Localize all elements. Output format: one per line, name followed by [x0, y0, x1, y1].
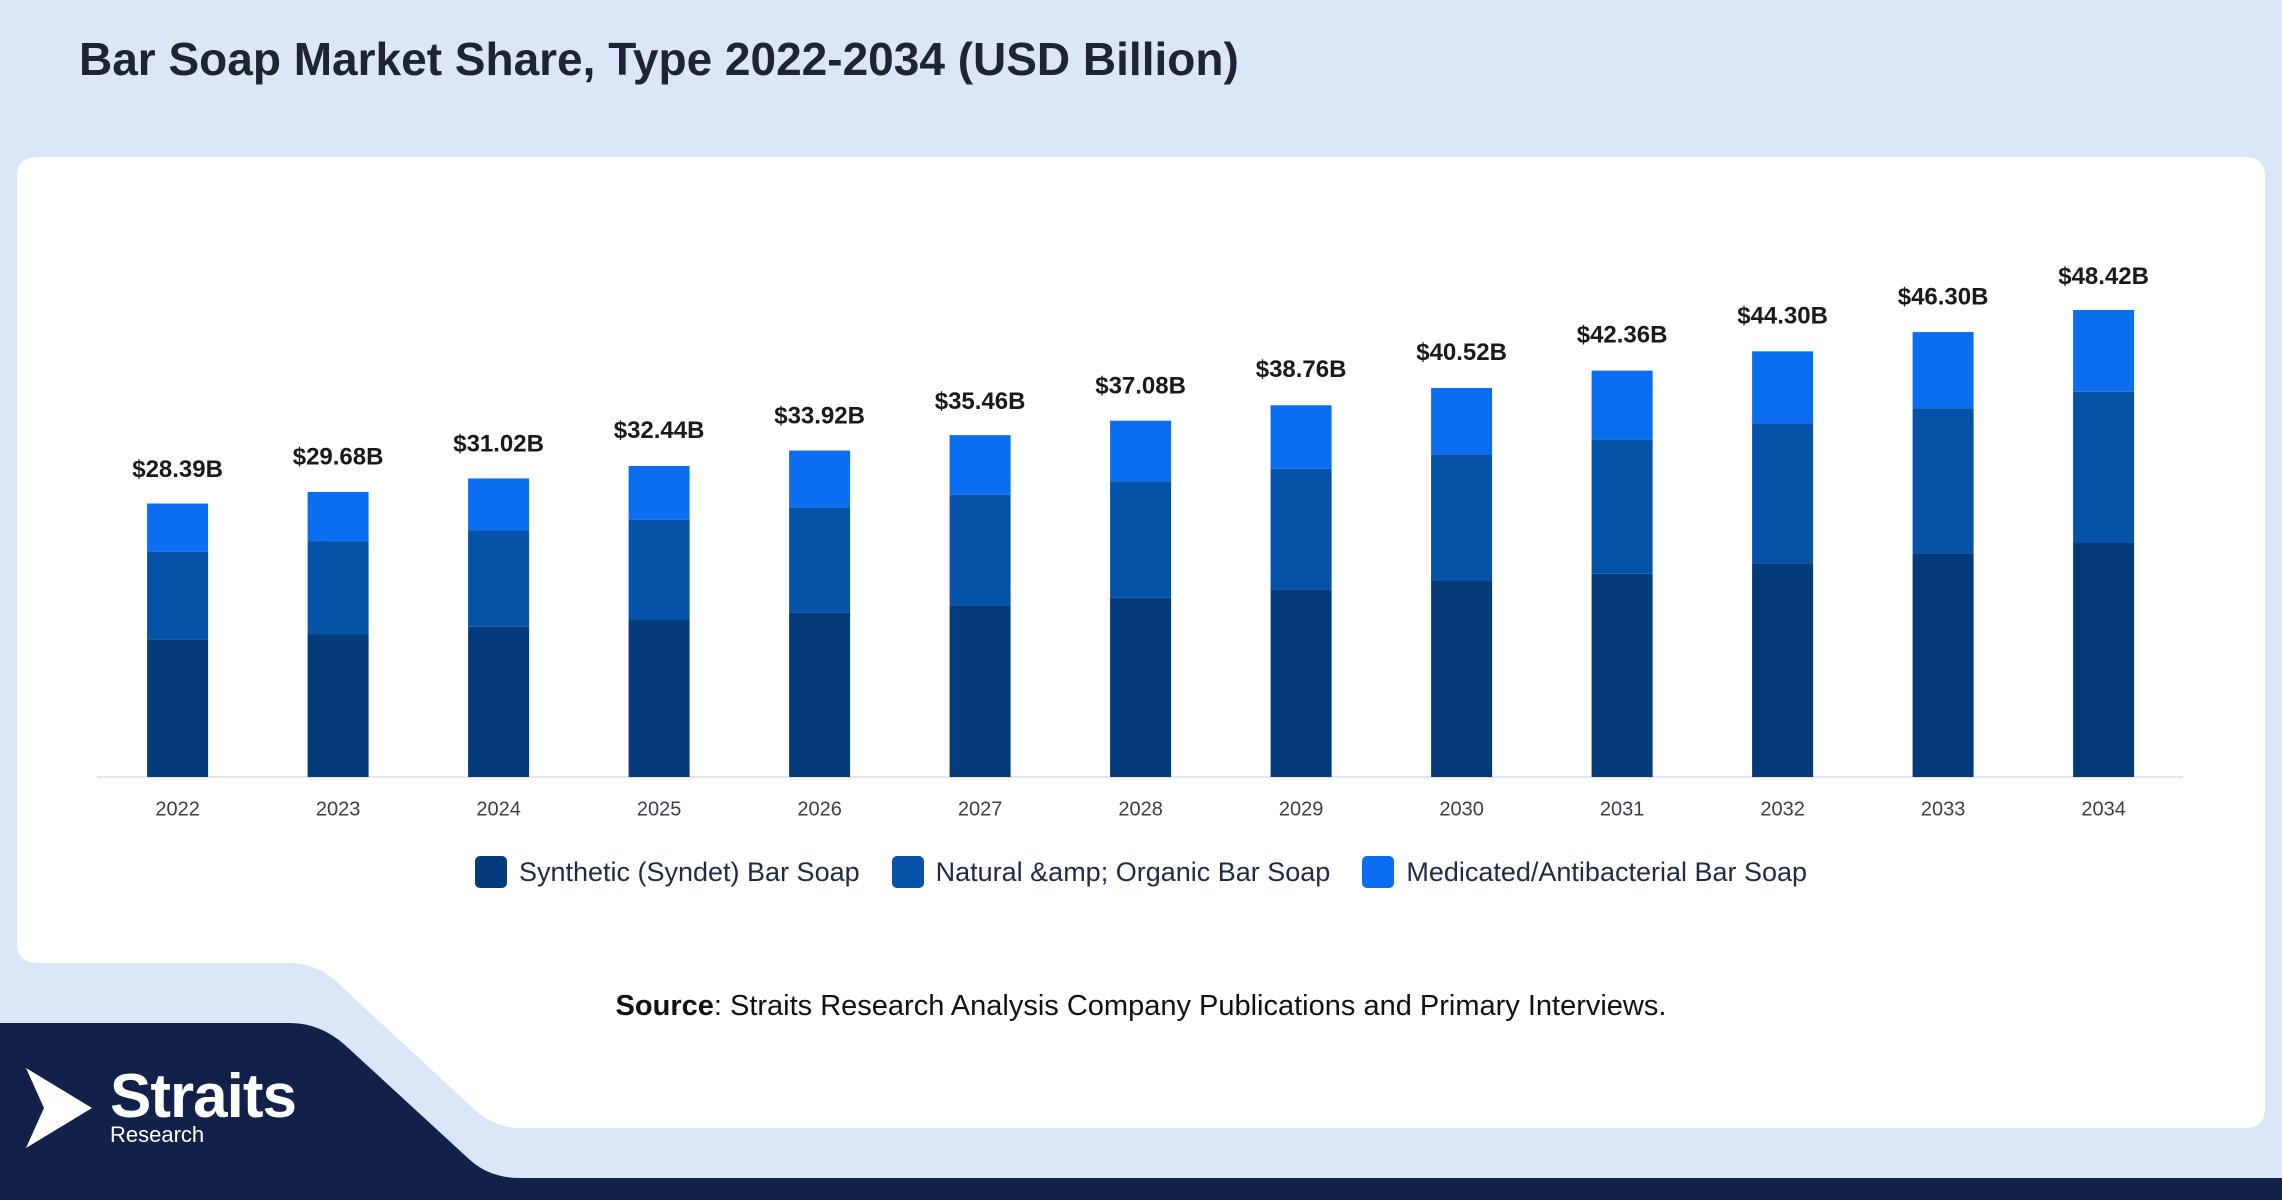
bar-segment — [1110, 481, 1172, 598]
total-label: $37.08B — [1095, 372, 1186, 399]
legend-swatch — [1362, 856, 1395, 888]
legend: Synthetic (Syndet) Bar Soap Natural &amp;… — [0, 856, 2282, 888]
total-label: $38.76B — [1256, 356, 1347, 383]
bar-segment — [1912, 553, 1974, 777]
bar-segment — [789, 612, 851, 777]
total-label: $35.46B — [935, 388, 1026, 415]
bar-segment — [1431, 454, 1493, 581]
total-label: $31.02B — [453, 431, 544, 458]
legend-item: Medicated/Antibacterial Bar Soap — [1362, 856, 1807, 888]
bar-segment — [2073, 309, 2135, 392]
bar-segment — [949, 494, 1011, 606]
legend-label: Natural &amp; Organic Bar Soap — [935, 856, 1331, 887]
bar-segment — [628, 620, 690, 777]
bar-segment — [307, 491, 369, 542]
x-tick-label: 2031 — [1600, 798, 1645, 820]
bar-segment — [468, 530, 530, 627]
bar-segment — [1270, 468, 1332, 590]
logo-tagline: Research — [110, 1122, 205, 1147]
bar-segment — [468, 626, 530, 777]
legend-swatch — [891, 856, 924, 888]
total-label: $32.44B — [614, 417, 705, 444]
legend-item: Natural &amp; Organic Bar Soap — [891, 856, 1331, 888]
bar-segment — [949, 435, 1011, 495]
bar-segment — [2073, 391, 2135, 543]
x-tick-label: 2029 — [1279, 798, 1324, 820]
total-label: $42.36B — [1577, 321, 1668, 348]
bar-segment — [147, 551, 209, 640]
x-tick-label: 2023 — [316, 798, 361, 820]
logo: Straits Research — [110, 1062, 297, 1148]
total-label: $28.39B — [132, 456, 223, 483]
bar-segment — [1110, 420, 1172, 482]
x-tick-label: 2024 — [476, 798, 521, 820]
chart-title: Bar Soap Market Share, Type 2022-2034 (U… — [79, 33, 1239, 85]
bar-segment — [1591, 573, 1653, 777]
bar-segment — [1270, 405, 1332, 469]
x-tick-label: 2028 — [1118, 798, 1163, 820]
x-tick-label: 2022 — [155, 798, 200, 820]
source-label: Source — [615, 990, 714, 1022]
legend-swatch — [474, 856, 507, 888]
bar-segment — [1591, 370, 1653, 440]
total-label: $33.92B — [774, 403, 865, 430]
bar-segment — [628, 519, 690, 621]
footer-band — [0, 1023, 2282, 1200]
x-tick-label: 2033 — [1921, 798, 1966, 820]
bar-segment — [1912, 332, 1974, 409]
legend-label: Synthetic (Syndet) Bar Soap — [518, 856, 860, 887]
bar-segment — [628, 465, 690, 520]
bar-segment — [1431, 387, 1493, 455]
logo-icon — [26, 1068, 92, 1148]
bar-segment — [789, 450, 851, 508]
x-tick-label: 2032 — [1760, 798, 1805, 820]
bar-segment — [1431, 580, 1493, 777]
bar-segment — [2073, 542, 2135, 777]
x-tick-label: 2026 — [797, 798, 842, 820]
source: Source: Straits Research Analysis Compan… — [0, 990, 2282, 1023]
source-text: : Straits Research Analysis Company Publ… — [713, 990, 1667, 1022]
bar-segment — [307, 634, 369, 777]
bar-segment — [1912, 408, 1974, 554]
total-label: $40.52B — [1416, 339, 1507, 366]
bar-segment — [147, 639, 209, 777]
bar-segment — [1591, 439, 1653, 574]
plot: $28.39B 2022 $29.68B 2023 $31.02B 2024 $32.44B… — [97, 263, 2183, 820]
legend-item: Synthetic (Syndet) Bar Soap — [474, 856, 860, 888]
x-tick-label: 2030 — [1439, 798, 1484, 820]
bar-segment — [949, 605, 1011, 777]
bar-segment — [1752, 351, 1814, 424]
bar-segment — [468, 478, 530, 531]
logo-name: Straits — [110, 1062, 297, 1131]
bar-segment — [1752, 423, 1814, 564]
total-label: $48.42B — [2058, 263, 2149, 290]
bar-segment — [1270, 589, 1332, 777]
bar-segment — [789, 507, 851, 613]
bar-segment — [1752, 563, 1814, 777]
x-tick-label: 2034 — [2081, 798, 2126, 820]
legend-label: Medicated/Antibacterial Bar Soap — [1406, 856, 1808, 887]
bar-segment — [1110, 597, 1172, 777]
total-label: $29.68B — [293, 444, 384, 471]
bar-segment — [307, 541, 369, 635]
bar-segment — [147, 503, 209, 552]
total-label: $46.30B — [1898, 283, 1989, 310]
x-tick-label: 2025 — [637, 798, 682, 820]
total-label: $44.30B — [1737, 303, 1828, 330]
x-tick-label: 2027 — [958, 798, 1003, 820]
